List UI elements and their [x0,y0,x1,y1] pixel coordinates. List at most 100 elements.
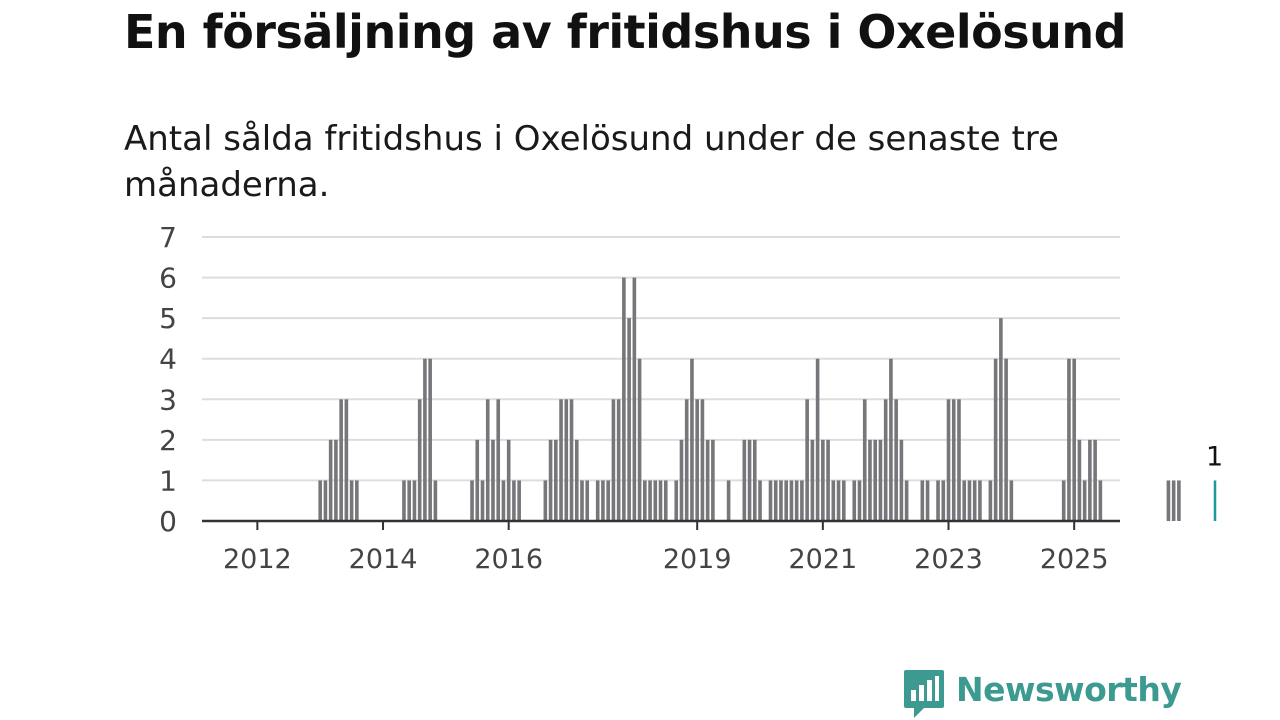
bar [815,358,820,521]
y-tick-label: 2 [159,424,177,457]
bar [883,399,888,521]
brand-name: Newsworthy [956,670,1182,709]
bar [595,480,600,521]
bar [841,480,846,521]
bar [747,439,752,521]
bar [857,480,862,521]
bar [674,480,679,521]
bar [821,439,825,521]
bar [742,439,747,521]
y-tick-label: 1 [159,464,177,497]
x-tick-label: 2014 [349,544,418,575]
bar [433,480,438,521]
bar [580,480,584,521]
bar [988,480,993,521]
bar [1061,480,1066,521]
bar [506,439,511,521]
bar [941,480,946,521]
bar [328,439,333,521]
bar [705,439,710,521]
bar [768,480,773,521]
x-tick-label: 2016 [474,544,543,575]
bar [878,439,883,521]
bar [475,439,480,521]
bar [1009,480,1014,521]
bar [978,480,982,521]
bar [585,480,590,521]
bar [805,399,809,521]
bar [894,399,898,521]
bar [517,480,521,521]
bar [695,399,699,521]
bar [543,480,548,521]
bar [726,480,731,521]
bar [323,480,328,521]
bar [402,480,406,521]
bar [711,439,715,521]
bar [972,480,977,521]
y-tick-label: 0 [159,505,177,538]
bar [423,358,427,521]
bar [606,480,610,521]
bar [663,480,668,521]
bar [889,358,893,521]
bar [1098,480,1103,521]
bar [658,480,663,521]
bar [899,439,904,521]
y-axis-ticks: 0 1 2 3 4 5 6 7 [159,221,177,538]
bar [773,480,778,521]
bar [1072,358,1076,521]
bar [873,439,878,521]
x-tick-label: 2021 [788,544,857,575]
y-tick-label: 3 [159,383,177,416]
bar [999,318,1003,521]
bar [962,480,967,521]
bar [789,480,794,521]
chart-title: En försäljning av fritidshus i Oxelösund [124,5,1127,59]
bar [920,480,925,521]
bar [826,439,830,521]
bar [925,480,930,521]
bar [758,480,762,521]
bar [779,480,783,521]
bar [485,399,490,521]
bar [653,480,658,521]
bar [412,480,417,521]
y-tick-label: 6 [159,262,177,295]
bar-highlighted [1213,480,1217,521]
bar [1004,358,1008,521]
bar [318,480,322,521]
bar [339,399,343,521]
x-tick-label: 2023 [914,544,983,575]
bar [951,399,956,521]
bar [1082,480,1087,521]
bar [957,399,961,521]
bar [684,399,689,521]
y-tick-label: 5 [159,302,177,335]
bar [852,480,857,521]
bar [831,480,836,521]
x-tick-label: 2025 [1040,544,1109,575]
bar [752,439,757,521]
bar [1177,480,1181,521]
y-tick-label: 4 [159,343,177,376]
bar [993,358,998,521]
bar [784,480,788,521]
y-tick-label: 7 [159,221,177,254]
bar [480,480,485,521]
bar [904,480,909,521]
bar [548,439,553,521]
bar [622,277,626,521]
bar [810,439,815,521]
bar [428,358,432,521]
gridlines [202,236,1120,482]
bar [564,399,569,521]
bar [632,277,637,521]
bar [967,480,972,521]
bar [470,480,474,521]
bar [800,480,804,521]
bars [318,277,1217,521]
newsworthy-logo: Newsworthy [902,668,1182,720]
bar [407,480,411,521]
